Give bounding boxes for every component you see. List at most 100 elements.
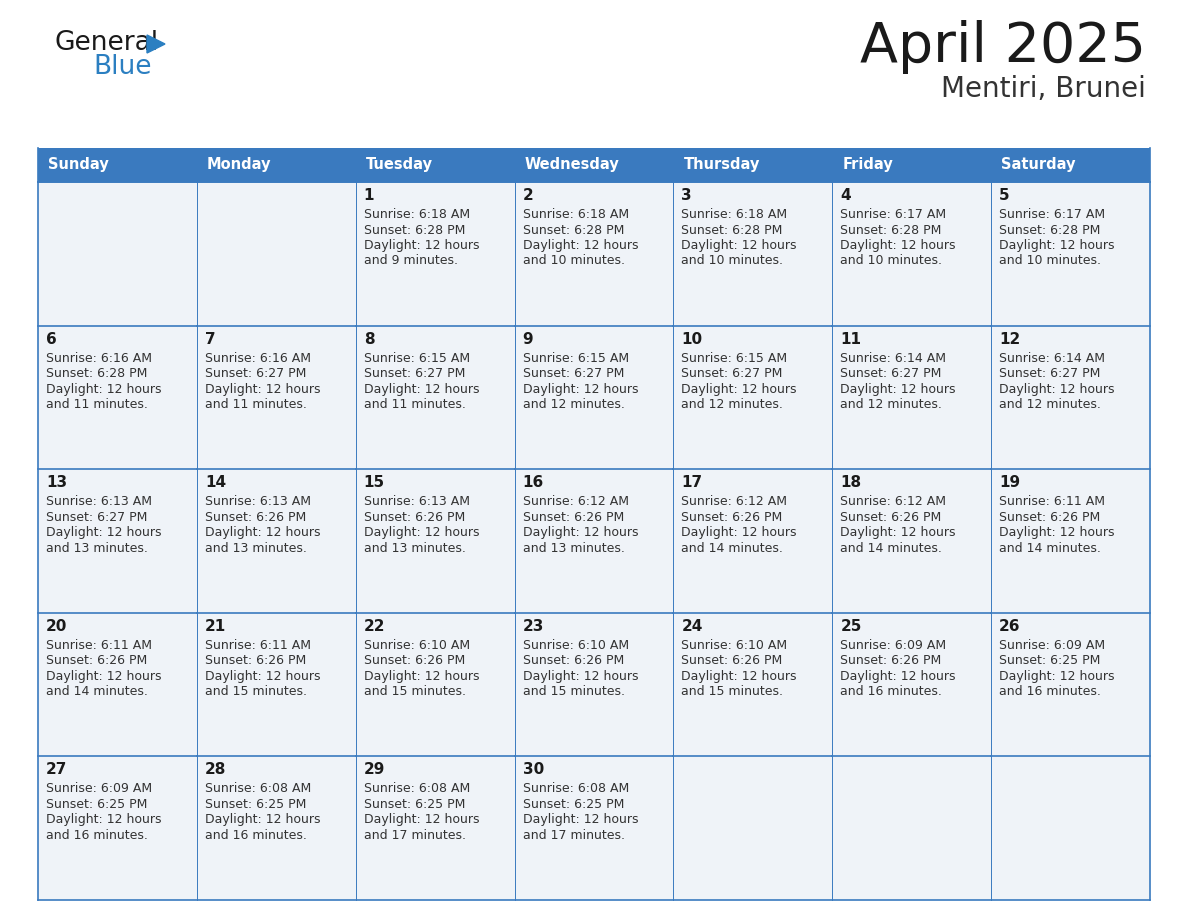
Text: Sunrise: 6:10 AM: Sunrise: 6:10 AM (364, 639, 469, 652)
Bar (833, 469, 991, 613)
Text: Sunset: 6:27 PM: Sunset: 6:27 PM (999, 367, 1100, 380)
Bar (991, 182, 1150, 326)
Text: and 13 minutes.: and 13 minutes. (523, 542, 625, 554)
Bar (514, 182, 674, 326)
Text: Sunrise: 6:13 AM: Sunrise: 6:13 AM (204, 495, 311, 509)
Text: Sunrise: 6:12 AM: Sunrise: 6:12 AM (523, 495, 628, 509)
Bar (38, 326, 197, 469)
Bar (197, 182, 355, 326)
Text: Mentiri, Brunei: Mentiri, Brunei (941, 75, 1146, 103)
Bar (38, 469, 197, 613)
Text: Daylight: 12 hours: Daylight: 12 hours (46, 813, 162, 826)
Text: 20: 20 (46, 619, 68, 633)
Text: Sunset: 6:26 PM: Sunset: 6:26 PM (682, 510, 783, 523)
Text: Sunset: 6:26 PM: Sunset: 6:26 PM (204, 510, 307, 523)
Bar (991, 756, 1150, 900)
Text: Sunset: 6:25 PM: Sunset: 6:25 PM (46, 798, 147, 811)
Text: Sunset: 6:27 PM: Sunset: 6:27 PM (682, 367, 783, 380)
Bar (38, 613, 197, 756)
Text: 3: 3 (682, 188, 693, 203)
Text: Sunrise: 6:09 AM: Sunrise: 6:09 AM (840, 639, 947, 652)
Text: 7: 7 (204, 331, 215, 347)
Text: Daylight: 12 hours: Daylight: 12 hours (840, 526, 956, 539)
Text: Sunrise: 6:10 AM: Sunrise: 6:10 AM (682, 639, 788, 652)
Text: Wednesday: Wednesday (525, 158, 619, 173)
Text: and 14 minutes.: and 14 minutes. (682, 542, 783, 554)
Text: 8: 8 (364, 331, 374, 347)
Text: and 11 minutes.: and 11 minutes. (364, 398, 466, 411)
Text: 25: 25 (840, 619, 861, 633)
Bar (197, 326, 355, 469)
Text: and 13 minutes.: and 13 minutes. (364, 542, 466, 554)
Text: Sunset: 6:26 PM: Sunset: 6:26 PM (682, 655, 783, 667)
Text: Thursday: Thursday (683, 158, 760, 173)
Text: Sunset: 6:27 PM: Sunset: 6:27 PM (204, 367, 307, 380)
Text: and 17 minutes.: and 17 minutes. (523, 829, 625, 842)
Text: Sunrise: 6:15 AM: Sunrise: 6:15 AM (523, 352, 628, 364)
Text: Blue: Blue (93, 54, 152, 80)
Bar (197, 756, 355, 900)
Bar (197, 613, 355, 756)
Text: and 13 minutes.: and 13 minutes. (46, 542, 147, 554)
Text: and 15 minutes.: and 15 minutes. (682, 686, 783, 699)
Bar (514, 326, 674, 469)
Text: Sunset: 6:28 PM: Sunset: 6:28 PM (999, 223, 1100, 237)
Bar (833, 182, 991, 326)
Text: Daylight: 12 hours: Daylight: 12 hours (999, 526, 1114, 539)
Text: Sunset: 6:26 PM: Sunset: 6:26 PM (46, 655, 147, 667)
Bar (514, 756, 674, 900)
Text: 29: 29 (364, 763, 385, 778)
Text: Daylight: 12 hours: Daylight: 12 hours (364, 239, 479, 252)
Text: and 9 minutes.: and 9 minutes. (364, 254, 457, 267)
Text: and 10 minutes.: and 10 minutes. (840, 254, 942, 267)
Text: Sunset: 6:28 PM: Sunset: 6:28 PM (364, 223, 465, 237)
Text: Sunset: 6:27 PM: Sunset: 6:27 PM (840, 367, 942, 380)
Text: Daylight: 12 hours: Daylight: 12 hours (364, 383, 479, 396)
Text: and 14 minutes.: and 14 minutes. (999, 542, 1101, 554)
Text: Daylight: 12 hours: Daylight: 12 hours (682, 526, 797, 539)
Bar (833, 613, 991, 756)
Bar (991, 613, 1150, 756)
Text: Sunrise: 6:08 AM: Sunrise: 6:08 AM (523, 782, 628, 795)
Text: Sunrise: 6:18 AM: Sunrise: 6:18 AM (523, 208, 628, 221)
Bar (991, 469, 1150, 613)
Text: Sunrise: 6:11 AM: Sunrise: 6:11 AM (204, 639, 311, 652)
Text: Sunrise: 6:12 AM: Sunrise: 6:12 AM (840, 495, 947, 509)
Text: Sunset: 6:28 PM: Sunset: 6:28 PM (682, 223, 783, 237)
Bar (38, 148, 1150, 182)
Text: Sunrise: 6:17 AM: Sunrise: 6:17 AM (840, 208, 947, 221)
Bar (38, 182, 197, 326)
Text: 17: 17 (682, 476, 702, 490)
Text: 15: 15 (364, 476, 385, 490)
Text: and 15 minutes.: and 15 minutes. (364, 686, 466, 699)
Text: 24: 24 (682, 619, 703, 633)
Text: and 16 minutes.: and 16 minutes. (840, 686, 942, 699)
Bar (991, 326, 1150, 469)
Text: Sunset: 6:28 PM: Sunset: 6:28 PM (46, 367, 147, 380)
Text: Daylight: 12 hours: Daylight: 12 hours (682, 239, 797, 252)
Text: Daylight: 12 hours: Daylight: 12 hours (204, 526, 321, 539)
Bar (514, 613, 674, 756)
Text: 21: 21 (204, 619, 226, 633)
Text: Daylight: 12 hours: Daylight: 12 hours (523, 239, 638, 252)
Text: 23: 23 (523, 619, 544, 633)
Text: Daylight: 12 hours: Daylight: 12 hours (523, 670, 638, 683)
Text: and 12 minutes.: and 12 minutes. (682, 398, 783, 411)
Polygon shape (147, 35, 165, 53)
Text: 28: 28 (204, 763, 226, 778)
Text: Sunrise: 6:16 AM: Sunrise: 6:16 AM (204, 352, 311, 364)
Bar (833, 756, 991, 900)
Text: 11: 11 (840, 331, 861, 347)
Text: and 16 minutes.: and 16 minutes. (204, 829, 307, 842)
Text: 26: 26 (999, 619, 1020, 633)
Text: and 12 minutes.: and 12 minutes. (999, 398, 1101, 411)
Text: Sunrise: 6:18 AM: Sunrise: 6:18 AM (682, 208, 788, 221)
Text: Sunrise: 6:10 AM: Sunrise: 6:10 AM (523, 639, 628, 652)
Text: Sunrise: 6:17 AM: Sunrise: 6:17 AM (999, 208, 1105, 221)
Text: Sunset: 6:26 PM: Sunset: 6:26 PM (840, 510, 942, 523)
Text: Daylight: 12 hours: Daylight: 12 hours (840, 670, 956, 683)
Text: and 14 minutes.: and 14 minutes. (46, 686, 147, 699)
Text: Sunset: 6:26 PM: Sunset: 6:26 PM (999, 510, 1100, 523)
Text: Daylight: 12 hours: Daylight: 12 hours (364, 526, 479, 539)
Text: Daylight: 12 hours: Daylight: 12 hours (999, 670, 1114, 683)
